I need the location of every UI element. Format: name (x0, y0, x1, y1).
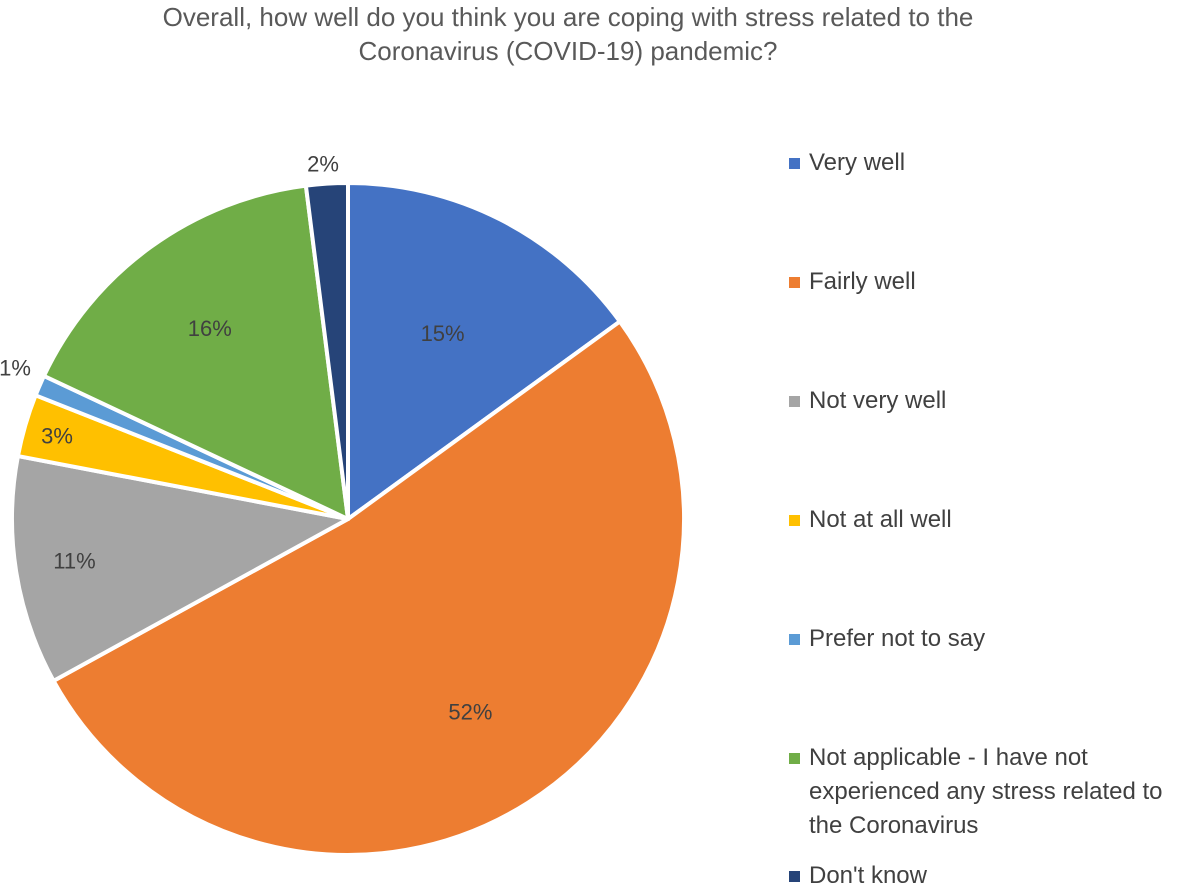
legend-label: Fairly well (809, 265, 1181, 299)
pie-data-labels: 15% 52% 11% 3% 1% 16% 2% (0, 152, 492, 725)
legend-label: Not applicable - I have not experienced a… (809, 741, 1181, 843)
chart-title-line-1: Overall, how well do you think you are c… (162, 2, 974, 32)
pie-data-label: 15% (421, 321, 465, 346)
legend-item: Fairly well (789, 265, 1181, 299)
chart-title: Overall, how well do you think you are c… (0, 0, 1136, 68)
legend-swatch (789, 396, 800, 407)
legend-label: Very well (809, 146, 1181, 180)
pie-slice (51, 319, 686, 857)
pie-data-label: 11% (53, 549, 95, 574)
chart-title-line-2: Coronavirus (COVID-19) pandemic? (358, 36, 778, 66)
legend-label-line: Fairly well (809, 268, 916, 295)
legend-label-line: Not at all well (809, 506, 952, 533)
legend-label: Prefer not to say (809, 622, 1181, 656)
pie-data-label: 3% (41, 424, 73, 449)
legend-label-line: Prefer not to say (809, 625, 986, 652)
legend-label: Not at all well (809, 503, 1181, 537)
legend-swatch (789, 515, 800, 526)
legend-item: Prefer not to say (789, 622, 1181, 656)
legend-item: Not at all well (789, 503, 1181, 537)
pie-data-label: 52% (448, 699, 492, 724)
legend-item: Very well (789, 146, 1181, 180)
legend-swatch (789, 634, 800, 645)
pie-data-label: 16% (188, 316, 232, 341)
pie-slices (10, 181, 686, 857)
pie-slice (346, 181, 622, 521)
legend-swatch (789, 753, 800, 764)
legend-swatch (789, 277, 800, 288)
pie-data-label: 1% (0, 356, 31, 381)
legend-label-line: Not very well (809, 387, 947, 414)
legend-item: Not applicable - I have not experienced a… (789, 741, 1181, 843)
pie-slice (303, 181, 350, 521)
legend-label-line: the Coronavirus (809, 812, 979, 839)
pie-slice (41, 183, 350, 521)
legend-item: Not very well (789, 384, 1181, 418)
legend-label-line: Very well (809, 149, 906, 176)
legend-swatch (789, 871, 800, 882)
pie-data-label: 2% (307, 152, 339, 177)
legend-label: Not very well (809, 384, 1181, 418)
legend-label-line: experienced any stress related to (809, 778, 1163, 805)
legend-label-line: Don't know (809, 862, 927, 889)
pie-slice (10, 454, 350, 683)
legend-label-line: Not applicable - I have not (809, 744, 1088, 771)
legend-item: Don't know (789, 859, 1181, 893)
legend-label: Don't know (809, 859, 1181, 893)
legend-swatch (789, 158, 800, 169)
